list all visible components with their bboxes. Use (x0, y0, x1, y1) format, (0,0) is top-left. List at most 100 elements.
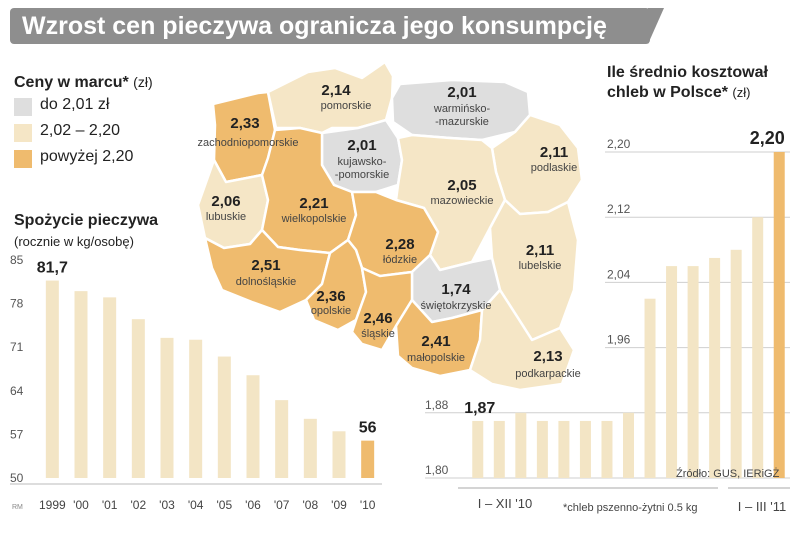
region-price-dolnoslaskie: 2,51 (251, 257, 280, 274)
region-name-podkarpackie: podkarpackie (515, 368, 580, 380)
consumption-ytick-50: 50 (10, 471, 24, 485)
price-first-value-label: 1,87 (464, 400, 495, 417)
region-name-dolnoslaskie: dolnośląskie (236, 276, 297, 288)
region-name-opolskie: opolskie (311, 305, 351, 317)
legend-title-text: Ceny w marcu* (14, 74, 129, 91)
price-bar-6 (601, 420, 613, 478)
region-price-pomorskie: 2,14 (321, 82, 351, 99)
region-price-wielkopolskie: 2,21 (299, 195, 328, 212)
region-name-malopolskie: małopolskie (407, 352, 465, 364)
consumption-first-value-label: 81,7 (37, 260, 68, 277)
consumption-ytick-85: 85 (10, 253, 24, 267)
region-price-swietokrzyskie: 1,74 (441, 281, 471, 298)
consumption-bar-7 (246, 375, 260, 478)
price-bar-14 (773, 152, 785, 478)
price-ytick-1: 1,88 (425, 398, 449, 412)
region-name-wielkopolskie: wielkopolskie (281, 213, 347, 225)
consumption-bar-11 (361, 440, 375, 478)
region-name-kujawsko-pomorskie-1: kujawsko- (338, 156, 387, 168)
consumption-ytick-57: 57 (10, 427, 24, 441)
region-price-zachodniopomorskie: 2,33 (230, 115, 259, 132)
region-name-kujawsko-pomorskie-2: -pomorskie (335, 169, 389, 181)
consumption-xtick-7: '06 (245, 498, 261, 512)
price-bar-9 (666, 266, 678, 478)
price-title-line1: Ile średnio kosztował (607, 64, 768, 81)
region-name-lubuskie: lubuskie (206, 211, 246, 223)
price-x-label-2011: I – III '11 (738, 499, 787, 514)
legend-label-high: powyżej 2,20 (40, 148, 134, 165)
consumption-bar-1 (74, 291, 88, 478)
consumption-xtick-0: 1999 (39, 498, 66, 512)
region-name-warminsko-mazurskie-1: warmińsko- (433, 103, 491, 115)
region-price-kujawsko-pomorskie: 2,01 (347, 137, 376, 154)
chart-title: Wzrost cen pieczywa ogranicza jego konsu… (10, 8, 650, 44)
price-ytick-3: 2,04 (607, 267, 631, 281)
price-bar-13 (752, 217, 764, 478)
consumption-bar-9 (303, 418, 317, 478)
price-ytick-2: 1,96 (607, 333, 631, 347)
consumption-title: Spożycie pieczywa (14, 212, 159, 229)
region-name-zachodniopomorskie: zachodniopomorskie (198, 137, 299, 149)
region-shape-slaskie (350, 266, 414, 352)
region-name-warminsko-mazurskie-2: -mazurskie (435, 116, 489, 128)
legend-swatch-mid (14, 124, 32, 142)
price-bar-1 (493, 420, 505, 478)
region-name-slaskie: śląskie (361, 328, 395, 340)
price-ytick-4: 2,12 (607, 202, 631, 216)
consumption-ytick-64: 64 (10, 384, 24, 398)
price-bar-12 (730, 249, 742, 478)
title-bar-notch (648, 8, 664, 44)
consumption-last-value-label: 56 (359, 420, 377, 437)
region-price-lubuskie: 2,06 (211, 193, 240, 210)
consumption-bar-10 (332, 431, 346, 478)
price-bar-4 (558, 420, 570, 478)
region-price-warminsko-mazurskie: 2,01 (447, 84, 476, 101)
region-price-opolskie: 2,36 (316, 288, 345, 305)
price-footnote: *chleb pszenno-żytni 0.5 kg (563, 502, 698, 514)
map-regions (196, 60, 584, 392)
price-bar-0 (472, 420, 484, 478)
region-price-malopolskie: 2,41 (421, 333, 450, 350)
consumption-bar-0 (45, 280, 59, 478)
consumption-xtick-3: '02 (131, 498, 147, 512)
price-bar-8 (644, 298, 656, 478)
legend-unit: (zł) (133, 74, 153, 90)
consumption-xtick-1: '00 (73, 498, 89, 512)
consumption-xtick-6: '05 (217, 498, 233, 512)
consumption-subtitle: (rocznie w kg/osobę) (14, 234, 134, 249)
consumption-xtick-5: '04 (188, 498, 204, 512)
source-note: Źródło: GUS, IERiGŻ (676, 467, 780, 480)
region-price-podkarpackie: 2,13 (533, 348, 562, 365)
region-name-pomorskie: pomorskie (321, 100, 372, 112)
consumption-xtick-4: '03 (159, 498, 175, 512)
consumption-xtick-11: '10 (360, 498, 376, 512)
price-ytick-0: 1,80 (425, 463, 449, 477)
region-price-lodzkie: 2,28 (385, 236, 414, 253)
price-bar-11 (709, 257, 721, 478)
price-bar-2 (515, 412, 527, 478)
price-bar-7 (623, 412, 634, 478)
price-bar-10 (687, 266, 699, 478)
region-name-mazowieckie: mazowieckie (431, 195, 494, 207)
consumption-xtick-2: '01 (102, 498, 118, 512)
consumption-rm-label: RM (12, 504, 23, 511)
price-x-label-2010: I – XII '10 (478, 496, 533, 511)
price-last-value-label: 2,20 (750, 128, 785, 148)
consumption-bar-8 (275, 400, 289, 478)
region-shape-podkarpackie (468, 288, 576, 392)
legend-title: Ceny w marcu* (zł) (14, 74, 153, 92)
region-price-slaskie: 2,46 (363, 310, 392, 327)
consumption-bar-5 (189, 339, 203, 478)
region-name-podlaskie: podlaskie (531, 162, 577, 174)
region-name-lubelskie: lubelskie (519, 260, 562, 272)
price-ytick-5: 2,20 (607, 137, 631, 151)
consumption-bar-2 (103, 297, 117, 478)
region-price-podlaskie: 2,11 (540, 144, 568, 161)
price-unit: (zł) (732, 85, 751, 100)
consumption-bar-3 (131, 319, 145, 478)
price-bar-3 (536, 420, 548, 478)
